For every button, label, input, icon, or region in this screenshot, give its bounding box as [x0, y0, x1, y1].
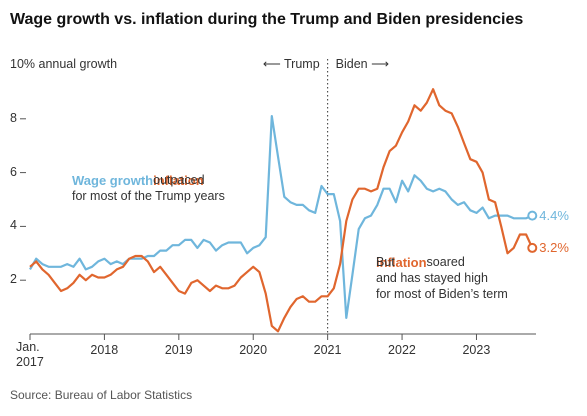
annotation-text: and has stayed high [376, 271, 488, 285]
annotation: Wage growth outpaced inflation [72, 173, 205, 188]
x-tick-label: 2023 [462, 343, 491, 357]
y-tick-label: 10% annual growth [10, 57, 118, 71]
annotation: But inflation soared [376, 255, 465, 270]
x-tick-label: 2022 [388, 343, 416, 357]
end-point [527, 242, 538, 253]
y-tick-label: 2 [10, 272, 17, 287]
series-line [29, 115, 533, 319]
value-label: 3.2% [539, 239, 569, 255]
annotation-text: outpaced [153, 173, 205, 187]
annotation-text: for most of the Trump years [72, 189, 225, 203]
x-tick-label: 2019 [164, 343, 193, 357]
series-line [29, 88, 534, 333]
divider-label: Biden ⟶ [335, 57, 390, 71]
chart-title: Wage growth vs. inflation during the Tru… [10, 11, 524, 28]
annotation-text: soared [426, 255, 465, 269]
annotation-text: for most of Biden’s term [376, 287, 508, 301]
value-label: 4.4% [539, 207, 569, 223]
annotation-text: inflation [153, 173, 204, 188]
x-tick-label: Jan. 2017 [16, 340, 44, 369]
source: Source: Bureau of Labor Statistics [10, 388, 193, 402]
x-tick-label: 2021 [313, 343, 342, 357]
x-tick-label: 2018 [90, 343, 119, 357]
annotation-text: Wage growth [72, 173, 154, 188]
annotation-text: inflation [376, 255, 427, 270]
y-tick-label: 4 [10, 218, 17, 233]
y-tick-label: 8 [10, 110, 17, 125]
divider-label: ⟵ Trump [262, 57, 320, 71]
annotation-text: But [376, 255, 395, 269]
y-tick-label: 6 [10, 164, 17, 179]
end-point [527, 210, 538, 221]
x-tick-label: 2020 [239, 343, 268, 357]
